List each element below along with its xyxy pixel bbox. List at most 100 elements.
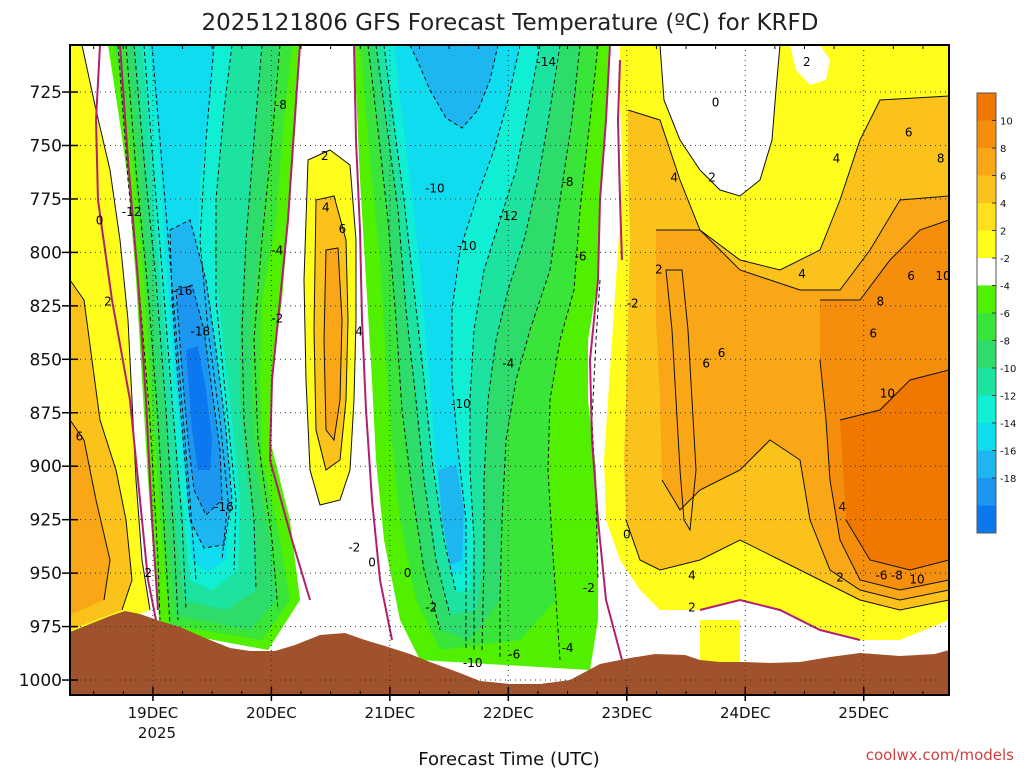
contour-label: 10 bbox=[909, 573, 924, 587]
x-tick-label: 25DEC bbox=[838, 704, 889, 722]
contour-label: 2 bbox=[708, 171, 716, 185]
y-tick-label: 900 bbox=[30, 457, 62, 477]
y-tick-label: 750 bbox=[30, 136, 62, 156]
contour-label: -4 bbox=[502, 357, 514, 371]
colorbar-swatch bbox=[977, 368, 996, 396]
colorbar-tick-label: 2 bbox=[1000, 227, 1006, 238]
contour-label: 2 bbox=[655, 263, 663, 277]
x-tick-label: 23DEC bbox=[601, 704, 652, 722]
contour-label: -10 bbox=[425, 181, 445, 195]
contour-label: 2 bbox=[104, 295, 112, 309]
contour-label: 6 bbox=[702, 357, 710, 371]
contour-label: -4 bbox=[271, 243, 283, 257]
contour-label: -4 bbox=[562, 641, 574, 655]
colorbar-swatch bbox=[977, 423, 996, 451]
contour-label: 0 bbox=[368, 555, 376, 569]
contour-label: -2 bbox=[271, 312, 283, 326]
colorbar-tick-label: -18 bbox=[1000, 474, 1016, 485]
contour-label: -6 bbox=[875, 568, 887, 582]
contour-label: 4 bbox=[839, 500, 847, 514]
temperature-fill-layer bbox=[70, 45, 949, 695]
contour-label: 10 bbox=[880, 387, 895, 401]
colorbar-tick-label: 6 bbox=[1000, 172, 1006, 183]
x-tick-label: 22DEC bbox=[483, 704, 534, 722]
contour-label: -16 bbox=[173, 284, 193, 298]
contour-label: -10 bbox=[463, 656, 483, 670]
warm-blob-20dec-core bbox=[324, 248, 342, 440]
y-tick-label: 725 bbox=[30, 83, 62, 103]
colorbar-swatch bbox=[977, 230, 996, 259]
y-tick-label: 950 bbox=[30, 564, 62, 584]
credit-text: coolwx.com/models bbox=[866, 746, 1014, 764]
contour-label: -10 bbox=[457, 239, 477, 253]
y-tick-label: 925 bbox=[30, 511, 62, 531]
colorbar-tick-label: 8 bbox=[1000, 144, 1006, 155]
contour-label: 2 bbox=[144, 566, 152, 580]
colorbar-tick-label: -6 bbox=[1000, 309, 1010, 320]
colorbar-swatch bbox=[977, 505, 996, 534]
y-tick-label: 1000 bbox=[19, 671, 62, 691]
contour-label: -8 bbox=[275, 98, 287, 112]
contour-label: -6 bbox=[575, 250, 587, 264]
colorbar-swatch bbox=[977, 148, 996, 176]
contour-label: 0 bbox=[96, 213, 104, 227]
x-axis: 19DEC 20DEC 21DEC 22DEC 23DEC 24DEC 25DEC bbox=[93, 45, 924, 722]
warm-contours bbox=[70, 45, 949, 611]
colorbar: 10 8 6 4 2 -2 -4 -6 -8 -10 -12 -14 -16 -18 bbox=[976, 92, 1016, 534]
contour-label: 2 bbox=[836, 570, 844, 584]
colorbar-tick-label: -10 bbox=[1000, 364, 1016, 375]
contour-label: 4 bbox=[798, 267, 806, 281]
contour-label: 8 bbox=[937, 151, 945, 165]
y-tick-label: 800 bbox=[30, 243, 62, 263]
freezing-lines bbox=[94, 45, 861, 661]
contour-label: 4 bbox=[670, 171, 678, 185]
colorbar-tick-label: -16 bbox=[1000, 447, 1016, 458]
colorbar-tick-label: -8 bbox=[1000, 337, 1010, 348]
terrain bbox=[70, 611, 949, 695]
contour-label: 4 bbox=[355, 325, 363, 339]
colorbar-swatch bbox=[977, 120, 996, 149]
contour-label: 6 bbox=[869, 327, 877, 341]
y-axis: 725 750 775 800 825 850 875 900 925 950 975 1000 bbox=[19, 83, 78, 691]
contour-label: 2 bbox=[688, 600, 696, 614]
contour-label: 4 bbox=[833, 151, 841, 165]
contour-label: 6 bbox=[339, 222, 347, 236]
cold-band-2-blue-lower bbox=[438, 465, 464, 565]
colorbar-tick-label: -4 bbox=[1000, 282, 1010, 293]
colorbar-swatch bbox=[977, 313, 996, 341]
contour-label: 6 bbox=[718, 346, 726, 360]
warm-right-white-hole2 bbox=[790, 45, 830, 85]
contour-label: 0 bbox=[404, 566, 412, 580]
x-tick-label: 21DEC bbox=[365, 704, 416, 722]
contour-label: -6 bbox=[508, 647, 520, 661]
contour-label: 0 bbox=[623, 528, 631, 542]
contour-label: -14 bbox=[536, 55, 556, 69]
contour-label: 6 bbox=[76, 429, 84, 443]
cold-band-2-sky bbox=[394, 45, 520, 575]
chart-title: 2025121806 GFS Forecast Temperature (ºC)… bbox=[202, 10, 819, 36]
plot-frame bbox=[69, 44, 950, 696]
warm-right-white-hole bbox=[660, 45, 780, 196]
contour-label: -12 bbox=[499, 209, 519, 223]
contour-label: -2 bbox=[348, 540, 360, 554]
contour-label: 0 bbox=[712, 96, 720, 110]
colorbar-swatch bbox=[977, 258, 996, 286]
colorbar-swatch bbox=[977, 285, 996, 314]
colorbar-tick-label: -14 bbox=[1000, 419, 1016, 430]
y-tick-label: 775 bbox=[30, 190, 62, 210]
contour-label: -2 bbox=[425, 600, 437, 614]
contour-label: -12 bbox=[122, 205, 142, 219]
contour-label: 10 bbox=[935, 269, 950, 283]
colorbar-swatch bbox=[977, 340, 996, 369]
colorbar-swatch bbox=[977, 175, 996, 204]
y-tick-label: 875 bbox=[30, 404, 62, 424]
cold-band-1-blue3 bbox=[186, 346, 212, 470]
grid bbox=[70, 45, 949, 695]
contour-label: -8 bbox=[562, 175, 574, 189]
contour-label: 2 bbox=[803, 55, 811, 69]
x-axis-label: Forecast Time (UTC) bbox=[418, 749, 599, 768]
x-year-label: 2025 bbox=[138, 724, 176, 742]
cold-band-2-blue bbox=[410, 45, 498, 128]
colorbar-tick-label: -12 bbox=[1000, 392, 1016, 403]
contour-label: 4 bbox=[322, 201, 330, 215]
